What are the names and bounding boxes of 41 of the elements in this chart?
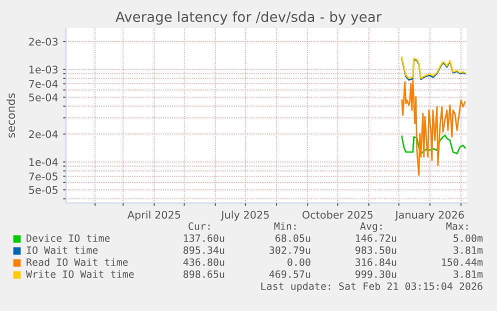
text: 137.60u <box>184 234 224 242</box>
text: Max: <box>446 222 468 230</box>
y-axis-title: seconds <box>6 93 16 138</box>
y-tick-label: 7e-05 <box>29 172 58 180</box>
text: Cur: <box>188 222 210 230</box>
text: 3.81m <box>454 246 483 254</box>
x-tick-label: July 2025 <box>220 210 269 221</box>
text: 316.84u <box>356 258 396 266</box>
text: 436.80u <box>183 258 224 266</box>
text: Last update: Sat Feb 21 03:15:04 2026 <box>261 282 482 292</box>
y-tick-label: 1e-04 <box>29 158 58 166</box>
text: 469.57u <box>269 270 310 278</box>
text: 898.65u <box>183 270 224 278</box>
text: 895.34u <box>183 246 224 254</box>
y-tick-label: 1e-03 <box>29 66 58 74</box>
y-tick-label: 2e-03 <box>29 38 58 46</box>
x-tick-label: January 2026 <box>394 210 464 221</box>
text: Min: <box>274 222 296 230</box>
x-tick-label: October 2025 <box>302 210 373 219</box>
x-tick-label: April 2025 <box>127 210 180 221</box>
legend-label: Device IO time <box>26 234 110 242</box>
text: 3.81m <box>454 270 483 278</box>
text: Avg: <box>360 222 382 232</box>
y-tick-label: 5e-04 <box>29 93 58 102</box>
text: 150.44m <box>442 258 483 266</box>
y-tick-label: 2e-04 <box>29 130 58 138</box>
text: 5.00m <box>454 234 483 242</box>
legend-label: IO Wait time <box>26 246 98 254</box>
text: 0.00 <box>288 258 310 266</box>
line-series <box>401 79 466 176</box>
text: 999.30u <box>355 270 396 278</box>
text: 302.79u <box>270 246 310 254</box>
chart-title: Average latency for /dev/sda - by year <box>116 11 382 25</box>
legend-label: Write IO Wait time <box>26 270 134 278</box>
y-tick-label: 7e-04 <box>29 80 58 88</box>
text: 146.72u <box>356 234 396 242</box>
y-tick-label: 5e-05 <box>29 186 58 194</box>
line-series <box>401 134 466 154</box>
text: 68.05u <box>276 234 310 242</box>
legend-label: Read IO Wait time <box>26 258 128 266</box>
text: 983.50u <box>355 246 396 254</box>
